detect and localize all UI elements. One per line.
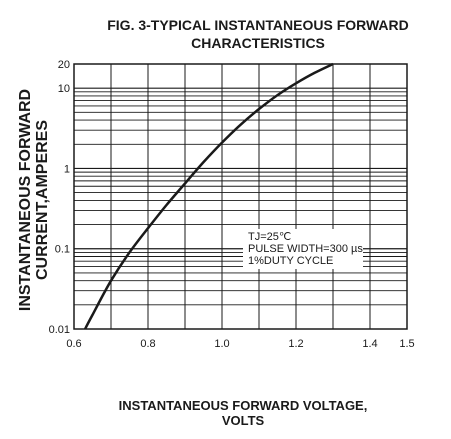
chart-title-line2: CHARACTERISTICS: [191, 35, 325, 51]
annotation-line-1: TJ=25℃: [248, 231, 291, 243]
x-tick-label: 1.0: [214, 338, 229, 350]
y-axis-label-line2: CURRENT,AMPERES: [34, 120, 51, 280]
y-tick-label: 1: [64, 163, 70, 175]
x-tick-label: 0.8: [140, 338, 155, 350]
x-tick-label: 1.4: [362, 338, 377, 350]
series-layer: [83, 62, 334, 330]
grid-lines: [74, 63, 407, 329]
x-axis-label: INSTANTANEOUS FORWARD VOLTAGE,: [119, 398, 368, 413]
y-tick-label: 10: [58, 83, 70, 95]
x-tick-label: 1.2: [288, 338, 303, 350]
x-tick-label: 1.5: [399, 338, 414, 350]
y-axis-label: INSTANTANEOUS FORWARD: [17, 89, 34, 311]
chart-title: FIG. 3-TYPICAL INSTANTANEOUS FORWARD: [107, 17, 409, 33]
y-tick-label: 0.1: [55, 244, 70, 256]
forward-current-curve: [83, 62, 334, 330]
annotation-line-2: PULSE WIDTH=300 µs: [248, 243, 363, 255]
x-tick-label: 0.6: [66, 338, 81, 350]
tick-labels: 0.6 0.8 1.0 1.2 1.4 1.5 0.01 0.1 1 10 20: [49, 59, 415, 350]
y-tick-label: 0.01: [49, 324, 70, 336]
annotation-box: [243, 229, 363, 269]
y-tick-label: 20: [58, 59, 70, 71]
annotation-line-3: 1%DUTY CYCLE: [248, 255, 333, 267]
x-axis-label-line2: VOLTS: [222, 413, 265, 428]
plot-frame: [73, 63, 408, 330]
